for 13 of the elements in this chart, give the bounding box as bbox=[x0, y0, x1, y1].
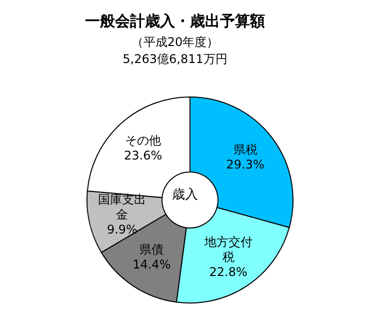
chart-title: 一般会計歳入・歳出予算額 bbox=[85, 12, 265, 30]
slice-label: 国庫支出金 bbox=[98, 192, 146, 222]
data-label: 9.9% bbox=[106, 222, 138, 237]
data-label: 23.6% bbox=[124, 148, 162, 163]
text: 歳入 bbox=[172, 188, 198, 203]
data-label: 14.4% bbox=[132, 258, 171, 272]
slice-label: 県債 bbox=[140, 242, 164, 257]
chart-subtitle: （平成20年度） 5,263億6,811万円 bbox=[122, 35, 228, 66]
slice-label: 県税 bbox=[233, 142, 258, 157]
data-label: 29.3% bbox=[226, 158, 264, 172]
slice-label: その他 bbox=[125, 134, 162, 148]
slice-label: 地方交付税 bbox=[203, 235, 252, 264]
data-label: 22.8% bbox=[209, 265, 248, 280]
